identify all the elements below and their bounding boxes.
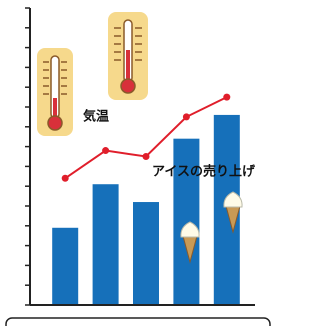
thermometer-icon	[37, 48, 73, 136]
line-marker	[62, 175, 69, 182]
line-marker	[183, 113, 190, 120]
page: {"chart_data": {"type": "bar", "categori…	[0, 0, 276, 326]
line-marker	[102, 147, 109, 154]
frame	[6, 318, 270, 326]
bar	[93, 184, 119, 305]
thermometer-icon	[108, 12, 148, 100]
annotation: 気温	[83, 109, 109, 125]
bar	[52, 228, 78, 305]
line-marker	[143, 153, 150, 160]
line-marker	[223, 94, 230, 101]
annotation: アイスの売り上げ	[152, 164, 256, 180]
bar	[133, 202, 159, 305]
